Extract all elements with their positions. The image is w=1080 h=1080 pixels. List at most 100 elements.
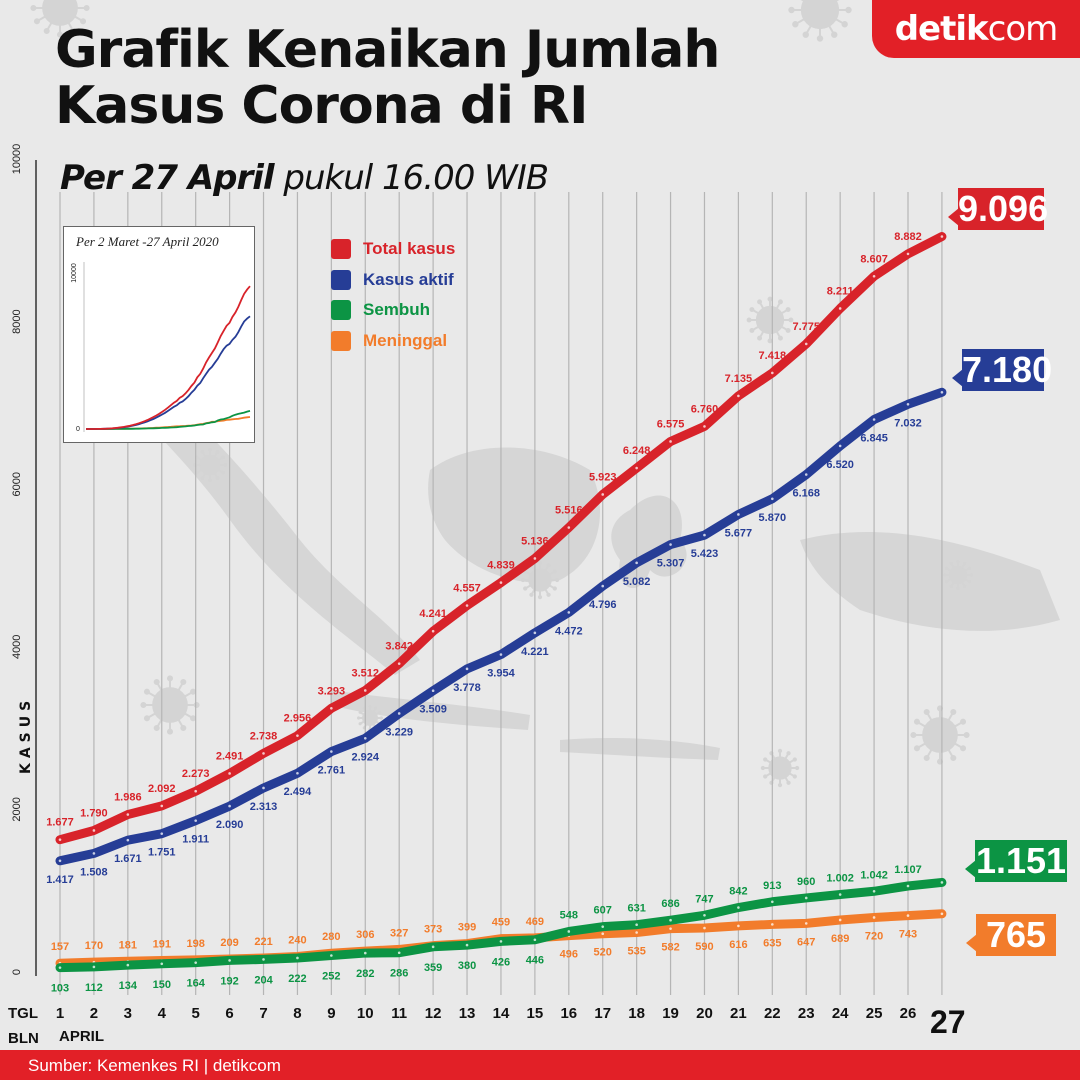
data-point	[906, 402, 910, 406]
data-point	[330, 750, 333, 753]
bln-label: BLN	[8, 1030, 39, 1047]
data-point	[703, 425, 706, 428]
data-point	[906, 884, 910, 888]
tgl-label: TGL	[8, 1005, 38, 1022]
data-label: 1.002	[826, 873, 854, 885]
data-label: 2.313	[250, 801, 278, 813]
x-tick-label: 8	[293, 1005, 301, 1022]
virus-icon-tip	[374, 706, 378, 710]
data-point	[872, 889, 876, 893]
data-point	[363, 736, 367, 740]
data-label: 607	[594, 905, 612, 917]
x-tick-label: 3	[124, 1005, 132, 1022]
virus-icon-spike	[835, 0, 840, 2]
data-label: 209	[220, 937, 238, 949]
virus-icon	[910, 705, 970, 765]
data-label: 1.790	[80, 807, 108, 819]
data-label: 3.229	[385, 726, 413, 738]
data-point	[499, 653, 503, 656]
x-tick-27: 27	[930, 1004, 966, 1040]
data-label: 913	[763, 880, 781, 892]
data-label: 198	[187, 938, 205, 950]
virus-icon-tip	[379, 716, 383, 720]
inset-y-tick: 10000	[71, 263, 78, 283]
data-point	[194, 819, 197, 822]
data-point	[737, 906, 740, 909]
virus-icon-tip	[944, 579, 949, 584]
virus-icon-tip	[56, 31, 64, 38]
data-point	[126, 963, 130, 967]
x-tick-label: 1	[56, 1005, 64, 1022]
source-text: Sumber: Kemenkes RI | detikcom	[28, 1056, 281, 1075]
virus-icon-tip	[358, 710, 362, 714]
data-point	[160, 962, 164, 966]
data-label: 4.241	[419, 608, 447, 620]
x-tick-label: 2	[90, 1005, 98, 1022]
data-point	[635, 466, 638, 470]
virus-icon-tip	[969, 573, 974, 577]
data-label: 2.090	[216, 819, 244, 831]
virus-icon-tip	[552, 586, 557, 591]
virus-icon-tip	[520, 577, 526, 583]
virus-icon-body	[528, 568, 552, 592]
data-label: 4.839	[487, 560, 515, 572]
footer-bar: Sumber: Kemenkes RI | detikcom	[0, 1050, 1080, 1080]
data-point	[431, 945, 435, 949]
data-point	[601, 493, 605, 496]
data-point	[703, 913, 706, 917]
y-tick-label: 6000	[11, 472, 23, 496]
island-shape	[560, 737, 720, 760]
virus-icon-tip	[166, 728, 174, 735]
x-tick-label: 5	[192, 1005, 200, 1022]
data-point	[160, 832, 164, 835]
data-label: 306	[356, 929, 374, 941]
y-tick-label: 10000	[11, 144, 23, 175]
data-label: 496	[560, 949, 578, 961]
data-point	[601, 925, 605, 928]
virus-icon-tip	[83, 4, 90, 12]
virus-icon-tip	[831, 31, 838, 38]
data-label: 1.911	[182, 834, 209, 846]
data-point	[262, 958, 265, 961]
virus-icon-tip	[944, 566, 949, 571]
data-point	[567, 526, 571, 529]
data-label: 280	[322, 931, 340, 943]
virus-icon-tip	[180, 678, 187, 685]
virus-icon-body	[755, 305, 785, 335]
data-point	[296, 734, 299, 737]
data-label: 4.221	[521, 646, 549, 658]
virus-icon-tip	[956, 586, 960, 591]
virus-icon-tip	[913, 718, 920, 725]
data-label: 7.135	[725, 373, 753, 385]
data-label: 1.107	[894, 864, 922, 876]
virus-icon-tip	[841, 21, 848, 28]
virus-icon-tip	[962, 561, 967, 566]
data-point	[838, 444, 842, 448]
data-label: 8.607	[860, 253, 888, 265]
data-label: 6.520	[826, 459, 854, 471]
data-label: 6.168	[792, 488, 820, 500]
virus-icon-tip	[368, 705, 372, 709]
data-label: 181	[119, 939, 137, 951]
data-label: 3.509	[419, 704, 447, 716]
data-label: 204	[254, 974, 273, 986]
x-tick-label: 10	[357, 1005, 374, 1022]
virus-icon-tip	[785, 327, 791, 333]
data-label: 103	[51, 983, 69, 995]
virus-icon-tip	[757, 299, 763, 305]
data-label: 1.677	[46, 817, 74, 829]
virus-icon-tip	[910, 731, 917, 739]
virus-icon-tip	[537, 594, 543, 600]
data-label: 2.924	[352, 751, 380, 763]
virus-icon-tip	[143, 715, 150, 722]
data-label: 446	[526, 955, 544, 967]
legend-swatch-total	[331, 239, 351, 260]
data-label: 6.760	[691, 403, 719, 415]
data-label: 520	[594, 947, 612, 959]
data-label: 1.042	[860, 869, 888, 881]
data-point	[737, 513, 740, 516]
data-label: 221	[254, 936, 272, 948]
virus-icon-tip	[552, 569, 557, 574]
virus-icon-tip	[746, 317, 752, 323]
